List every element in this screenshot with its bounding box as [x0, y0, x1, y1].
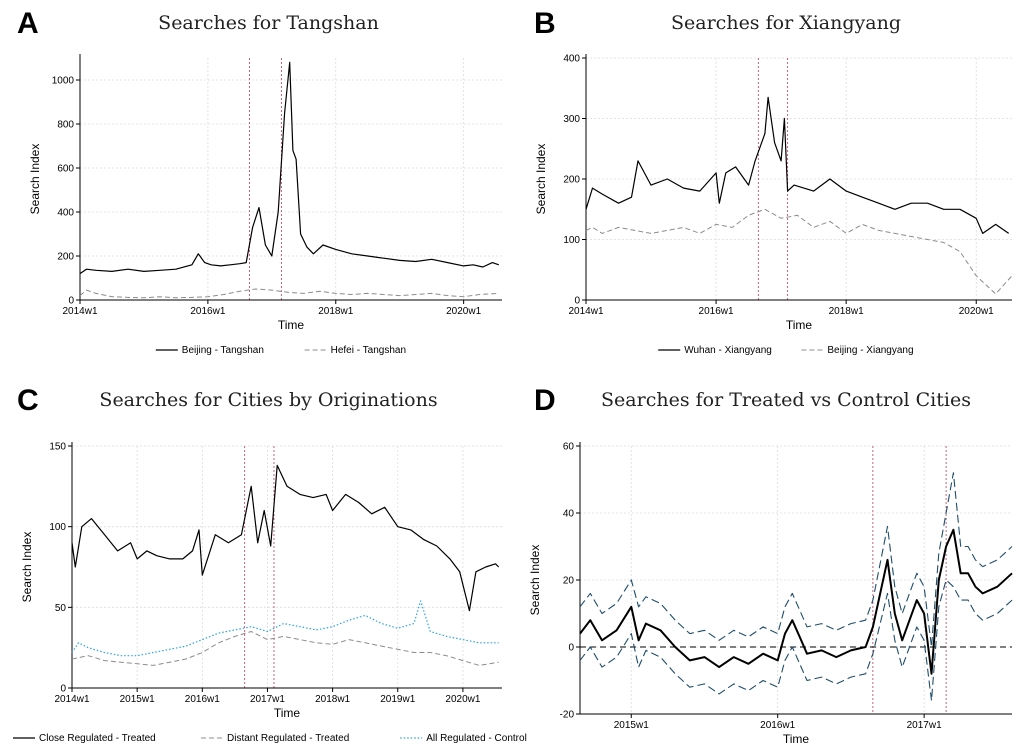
x-tick-label: 2015w1	[614, 720, 649, 731]
series-line-1	[79, 61, 499, 275]
chart-title: Searches for Tangshan	[158, 12, 379, 34]
x-tick-label: 2020w1	[445, 694, 480, 705]
series-line-2	[579, 472, 1013, 648]
legend-label: Beijing - Xiangyang	[827, 345, 913, 356]
x-tick-label: 2014w1	[62, 306, 97, 317]
x-tick-label: 2018w1	[318, 306, 353, 317]
y-tick-label: 100	[563, 235, 580, 246]
x-tick-label: 2018w1	[315, 694, 350, 705]
y-axis-label: Search Index	[528, 545, 542, 616]
legend-label: All Regulated - Control	[426, 733, 527, 744]
y-tick-label: 100	[49, 522, 66, 533]
y-tick-label: 400	[57, 208, 74, 219]
x-tick-label: 2016w1	[190, 306, 225, 317]
x-axis-label: Time	[786, 318, 813, 332]
y-tick-label: 200	[57, 252, 74, 263]
y-tick-label: 300	[563, 114, 580, 125]
chart-a: A Searches for Tangshan 0 200 400 600 800 1000 2…	[17, 7, 502, 356]
y-tick-label: 200	[563, 175, 580, 186]
chart-d: D Searches for Treated vs Control Cities -…	[528, 384, 1013, 746]
legend-label: Distant Regulated - Treated	[227, 733, 349, 744]
x-tick-label: 2014w1	[568, 306, 603, 317]
y-tick-label: 20	[563, 576, 575, 587]
series-line-2	[79, 288, 499, 299]
y-tick-label: 60	[563, 442, 575, 453]
legend-label: Hefei - Tangshan	[331, 345, 406, 356]
x-tick-label: 2016w1	[760, 720, 795, 731]
chart-title: Searches for Cities by Originations	[99, 389, 437, 411]
panel-letter: D	[534, 384, 556, 417]
x-tick-label: 2020w1	[959, 306, 994, 317]
x-tick-label: 2014w1	[54, 694, 89, 705]
y-tick-label: -20	[560, 710, 575, 721]
legend-label: Beijing - Tangshan	[182, 345, 264, 356]
panel-letter: B	[534, 7, 556, 40]
y-tick-label: 0	[60, 684, 66, 695]
y-tick-label: 800	[57, 120, 74, 131]
legend-label: Close Regulated - Treated	[39, 733, 156, 744]
x-axis-label: Time	[278, 318, 305, 332]
x-tick-label: 2017w1	[250, 694, 285, 705]
x-axis-label: Time	[783, 732, 810, 746]
x-tick-label: 2016w1	[699, 306, 734, 317]
series-line-3	[579, 579, 1013, 702]
y-axis-label: Search Index	[534, 144, 548, 215]
panel-letter: A	[17, 7, 39, 40]
x-tick-label: 2017w1	[907, 720, 942, 731]
y-axis-label: Search Index	[20, 532, 34, 603]
series-line-1	[579, 528, 1013, 675]
x-tick-label: 2019w1	[380, 694, 415, 705]
panel-d: D Searches for Treated vs Control Cities -…	[517, 377, 1035, 754]
y-tick-label: 150	[49, 442, 66, 453]
series-line-3	[71, 600, 499, 657]
series-line-1	[585, 96, 1010, 234]
y-tick-label: 0	[574, 296, 580, 307]
chart-title: Searches for Treated vs Control Cities	[601, 389, 971, 411]
series-line-2	[71, 631, 499, 666]
y-tick-label: 40	[563, 509, 575, 520]
panel-a: A Searches for Tangshan 0 200 400 600 800 1000 2…	[0, 0, 517, 377]
legend-label: Wuhan - Xiangyang	[684, 345, 772, 356]
series-line-2	[585, 208, 1013, 295]
y-tick-label: 50	[55, 603, 67, 614]
y-tick-label: 600	[57, 164, 74, 175]
y-axis-label: Search Index	[28, 144, 42, 215]
y-tick-label: 400	[563, 54, 580, 65]
x-tick-label: 2020w1	[446, 306, 481, 317]
x-axis-label: Time	[274, 706, 301, 720]
panel-letter: C	[17, 384, 39, 417]
chart-title: Searches for Xiangyang	[671, 12, 901, 34]
chart-c: C Searches for Cities by Originations 0 50 1…	[13, 384, 527, 744]
x-tick-label: 2018w1	[829, 306, 864, 317]
y-tick-label: 0	[68, 296, 74, 307]
panel-c: C Searches for Cities by Originations 0 50 1…	[0, 377, 527, 754]
series-line-1	[71, 464, 500, 612]
panel-b: B Searches for Xiangyang 0 100 200 300 400 2014…	[517, 0, 1035, 377]
chart-b: B Searches for Xiangyang 0 100 200 300 400 2014…	[534, 7, 1013, 356]
x-tick-label: 2015w1	[120, 694, 155, 705]
x-tick-label: 2016w1	[185, 694, 220, 705]
y-tick-label: 0	[568, 643, 574, 654]
y-tick-label: 1000	[52, 76, 75, 87]
